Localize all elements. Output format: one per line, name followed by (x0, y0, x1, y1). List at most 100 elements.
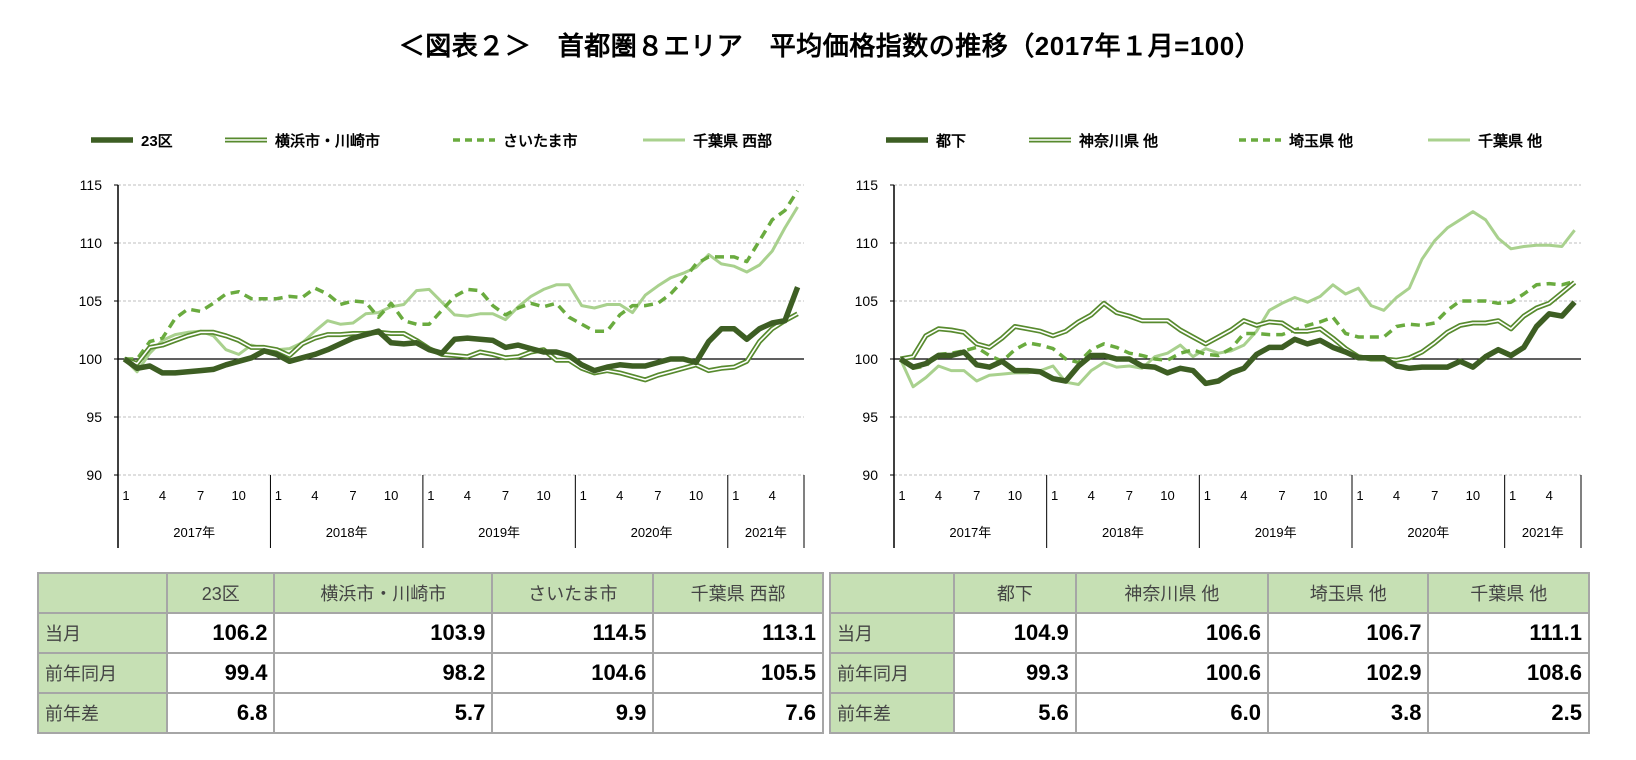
month-tick-label: 4 (616, 488, 623, 503)
table-cell: 102.9 (1266, 652, 1430, 694)
month-tick-label: 1 (427, 488, 434, 503)
table-cell: 6.8 (165, 692, 276, 734)
year-label: 2021年 (1522, 525, 1564, 540)
table-cell: 5.7 (273, 692, 494, 734)
y-tick-label: 95 (862, 409, 878, 425)
legend-swatch (1029, 137, 1071, 143)
year-label: 2020年 (631, 525, 673, 540)
legend-swatch (225, 137, 267, 143)
table-row: 当月 106.2 103.9 114.5 113.1 (37, 612, 824, 654)
table-cell: 106.2 (165, 612, 276, 654)
series-line-3 (123, 206, 799, 374)
year-label: 2017年 (173, 525, 215, 540)
legend-label: 横浜市・川崎市 (275, 132, 381, 150)
series-line-3 (899, 210, 1576, 389)
month-tick-label: 4 (1240, 488, 1247, 503)
legend-swatch (643, 138, 685, 142)
y-tick-label: 115 (80, 177, 103, 193)
table-header-row: 23区 横浜市・川崎市 さいたま市 千葉県 西部 (37, 572, 824, 614)
month-tick-label: 10 (536, 488, 550, 503)
month-tick-label: 7 (1126, 488, 1133, 503)
table-row: 前年差 5.6 6.0 3.8 2.5 (829, 692, 1590, 734)
month-tick-label: 4 (311, 488, 318, 503)
legend-label: さいたま市 (503, 132, 578, 150)
table-header-row: 都下 神奈川県 他埼玉県 他千葉県 他 (829, 572, 1590, 614)
legend-item: 23区 (89, 131, 173, 150)
month-tick-label: 4 (1393, 488, 1400, 503)
month-tick-label: 10 (384, 488, 398, 503)
figure-title: ＜図表２＞ 首都圏８エリア 平均価格指数の推移（2017年１月=100） (398, 31, 1262, 61)
row-label: 前年差 (37, 692, 168, 734)
table-cell: 105.5 (652, 652, 824, 694)
month-tick-label: 10 (1466, 488, 1480, 503)
year-label: 2018年 (326, 525, 368, 540)
legend-item: 神奈川県 他 (1027, 131, 1158, 150)
column-header: 都下 (953, 572, 1077, 614)
year-label: 2019年 (1255, 525, 1297, 540)
month-tick-label: 1 (1509, 488, 1516, 503)
table-cell: 106.7 (1266, 612, 1430, 654)
y-tick-label: 110 (856, 235, 879, 251)
column-header: 横浜市・川崎市 (273, 572, 494, 614)
series-line-2 (899, 279, 1576, 371)
table-cell: 2.5 (1427, 692, 1590, 734)
table-cell: 9.9 (491, 692, 655, 734)
table-row: 前年差 6.8 5.7 9.9 7.6 (37, 692, 824, 734)
column-header: さいたま市 (491, 572, 655, 614)
y-tick-label: 105 (79, 293, 103, 309)
legend-label: 23区 (141, 132, 173, 150)
column-header: 神奈川県 他 (1074, 572, 1270, 614)
legend-swatch (1428, 138, 1470, 142)
table-cell: 99.3 (953, 652, 1077, 694)
legend-label: 千葉県 西部 (693, 132, 773, 150)
row-label: 当月 (37, 612, 168, 654)
table-cell: 98.2 (273, 652, 494, 694)
month-tick-label: 7 (654, 488, 661, 503)
month-tick-label: 1 (580, 488, 587, 503)
month-tick-label: 1 (1051, 488, 1058, 503)
series-line-inner-1 (124, 313, 798, 381)
row-label: 当月 (829, 612, 955, 654)
legend-swatch (91, 137, 133, 143)
month-tick-label: 4 (464, 488, 471, 503)
month-tick-label: 1 (122, 488, 129, 503)
column-header: 千葉県 他 (1427, 572, 1590, 614)
table-cell: 103.9 (273, 612, 494, 654)
month-tick-label: 10 (1160, 488, 1174, 503)
year-label: 2017年 (949, 525, 991, 540)
column-header: 23区 (165, 572, 276, 614)
legend-swatch (1239, 138, 1281, 142)
column-header (37, 572, 168, 614)
row-label: 前年差 (829, 692, 955, 734)
month-tick-label: 7 (1278, 488, 1285, 503)
table-cell: 6.0 (1074, 692, 1270, 734)
column-header: 埼玉県 他 (1266, 572, 1430, 614)
table-row: 前年同月 99.3 100.6 102.9 108.6 (829, 652, 1590, 694)
summary-table-right: 都下 神奈川県 他埼玉県 他千葉県 他当月 104.9 106.6 106.7 111.1… (829, 572, 1590, 734)
table-cell: 5.6 (953, 692, 1077, 734)
summary-table-left: 23区 横浜市・川崎市 さいたま市 千葉県 西部 当月 106.2 103.9 114.5 11… (37, 572, 824, 734)
table-cell: 114.5 (491, 612, 655, 654)
y-tick-label: 110 (80, 235, 103, 251)
month-tick-label: 1 (275, 488, 282, 503)
month-tick-label: 7 (197, 488, 204, 503)
table-row: 当月 104.9 106.6 106.7 111.1 (829, 612, 1590, 654)
table-cell: 100.6 (1074, 652, 1270, 694)
legend-item: 千葉県 西部 (641, 131, 773, 150)
legend-item: 埼玉県 他 (1237, 131, 1354, 150)
table-cell: 106.6 (1074, 612, 1270, 654)
year-label: 2018年 (1102, 525, 1144, 540)
month-tick-label: 4 (769, 488, 776, 503)
legend-label: 埼玉県 他 (1289, 132, 1354, 150)
year-label: 2019年 (478, 525, 520, 540)
series-line-0 (898, 300, 1577, 387)
legend-label: 都下 (936, 132, 967, 150)
series-line-0 (122, 286, 801, 376)
y-tick-label: 105 (855, 293, 879, 309)
legend-swatch (886, 137, 928, 143)
year-label: 2020年 (1407, 525, 1449, 540)
legend-item: さいたま市 (451, 131, 578, 150)
row-label: 前年同月 (829, 652, 955, 694)
table-cell: 108.6 (1427, 652, 1590, 694)
